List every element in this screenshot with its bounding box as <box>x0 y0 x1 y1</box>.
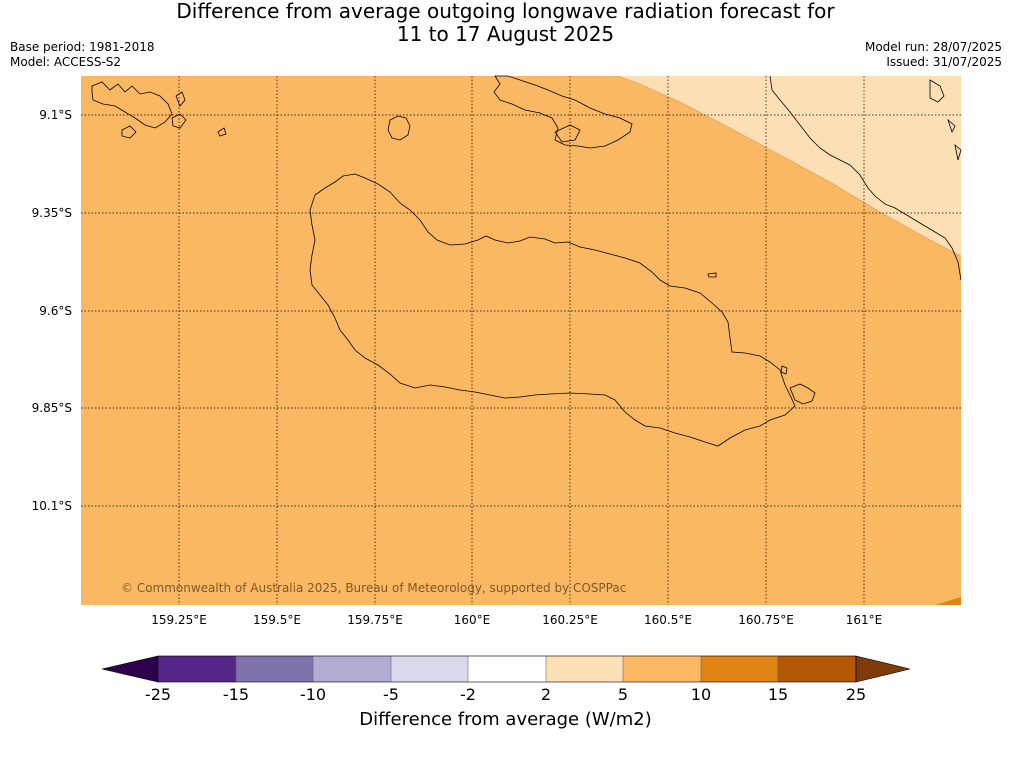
colorbar-segment <box>701 656 778 682</box>
y-tick-label: 9.6°S <box>39 304 72 318</box>
y-tick-label: 9.1°S <box>39 108 72 122</box>
colorbar-under-arrow <box>101 655 159 683</box>
colorbar-label: 2 <box>540 685 552 704</box>
meta-right: Model run: 28/07/2025 Issued: 31/07/2025 <box>865 40 1002 70</box>
meta-left: Base period: 1981-2018 Model: ACCESS-S2 <box>10 40 155 70</box>
y-tick-label: 9.35°S <box>31 206 72 220</box>
colorbar-segment <box>158 656 236 682</box>
model-run: Model run: 28/07/2025 <box>864 40 1002 54</box>
colorbar-segment <box>778 656 856 682</box>
x-tick-label: 159.25°E <box>151 613 207 627</box>
x-tick-label: 160.75°E <box>738 613 794 627</box>
coastlines <box>91 75 962 447</box>
colorbar-title: Difference from average (W/m2) <box>359 709 652 730</box>
y-tick-label: 9.85°S <box>31 401 72 415</box>
colorbar-segment <box>313 656 391 682</box>
colorbar-label: -15 <box>222 685 250 704</box>
contour-line <box>617 75 962 257</box>
colorbar-label: -5 <box>383 685 399 704</box>
colorbar-segment <box>546 656 623 682</box>
x-tick-label: 160°E <box>453 613 491 627</box>
colorbar-segment <box>468 656 546 682</box>
x-tick-label: 159.5°E <box>253 613 301 627</box>
colorbar-label: 5 <box>617 685 629 704</box>
colorbar-segment <box>391 656 468 682</box>
x-tick-label: 160.5°E <box>644 613 692 627</box>
colorbar-label: 10 <box>690 685 712 704</box>
colorbar-label: -2 <box>460 685 476 704</box>
guadalcanal-coast <box>309 173 796 447</box>
colorbar-label: 15 <box>767 685 789 704</box>
colorbar-label: 25 <box>845 685 867 704</box>
x-tick-label: 161°E <box>845 613 883 627</box>
colorbar-segment <box>236 656 313 682</box>
title-line-1: Difference from average outgoing longwav… <box>176 0 835 23</box>
x-tick-label: 159.75°E <box>347 613 403 627</box>
map-title: Difference from average outgoing longwav… <box>0 0 1011 46</box>
issued-date: Issued: 31/07/2025 <box>886 55 1002 69</box>
colorbar-over-arrow <box>855 655 911 683</box>
colorbar-label: -10 <box>299 685 327 704</box>
colorbar-segment <box>623 656 701 682</box>
model-name: Model: ACCESS-S2 <box>10 55 122 69</box>
base-period: Base period: 1981-2018 <box>10 40 155 54</box>
anomaly-field-2-5 <box>618 76 961 256</box>
y-tick-label: 10.1°S <box>31 499 72 513</box>
title-line-2: 11 to 17 August 2025 <box>396 22 615 46</box>
gridlines <box>81 76 961 605</box>
anomaly-field-10-15 <box>935 597 961 605</box>
x-tick-label: 160.25°E <box>542 613 598 627</box>
copyright-notice: © Commonwealth of Australia 2025, Bureau… <box>121 581 627 595</box>
colorbar-label: -25 <box>144 685 172 704</box>
